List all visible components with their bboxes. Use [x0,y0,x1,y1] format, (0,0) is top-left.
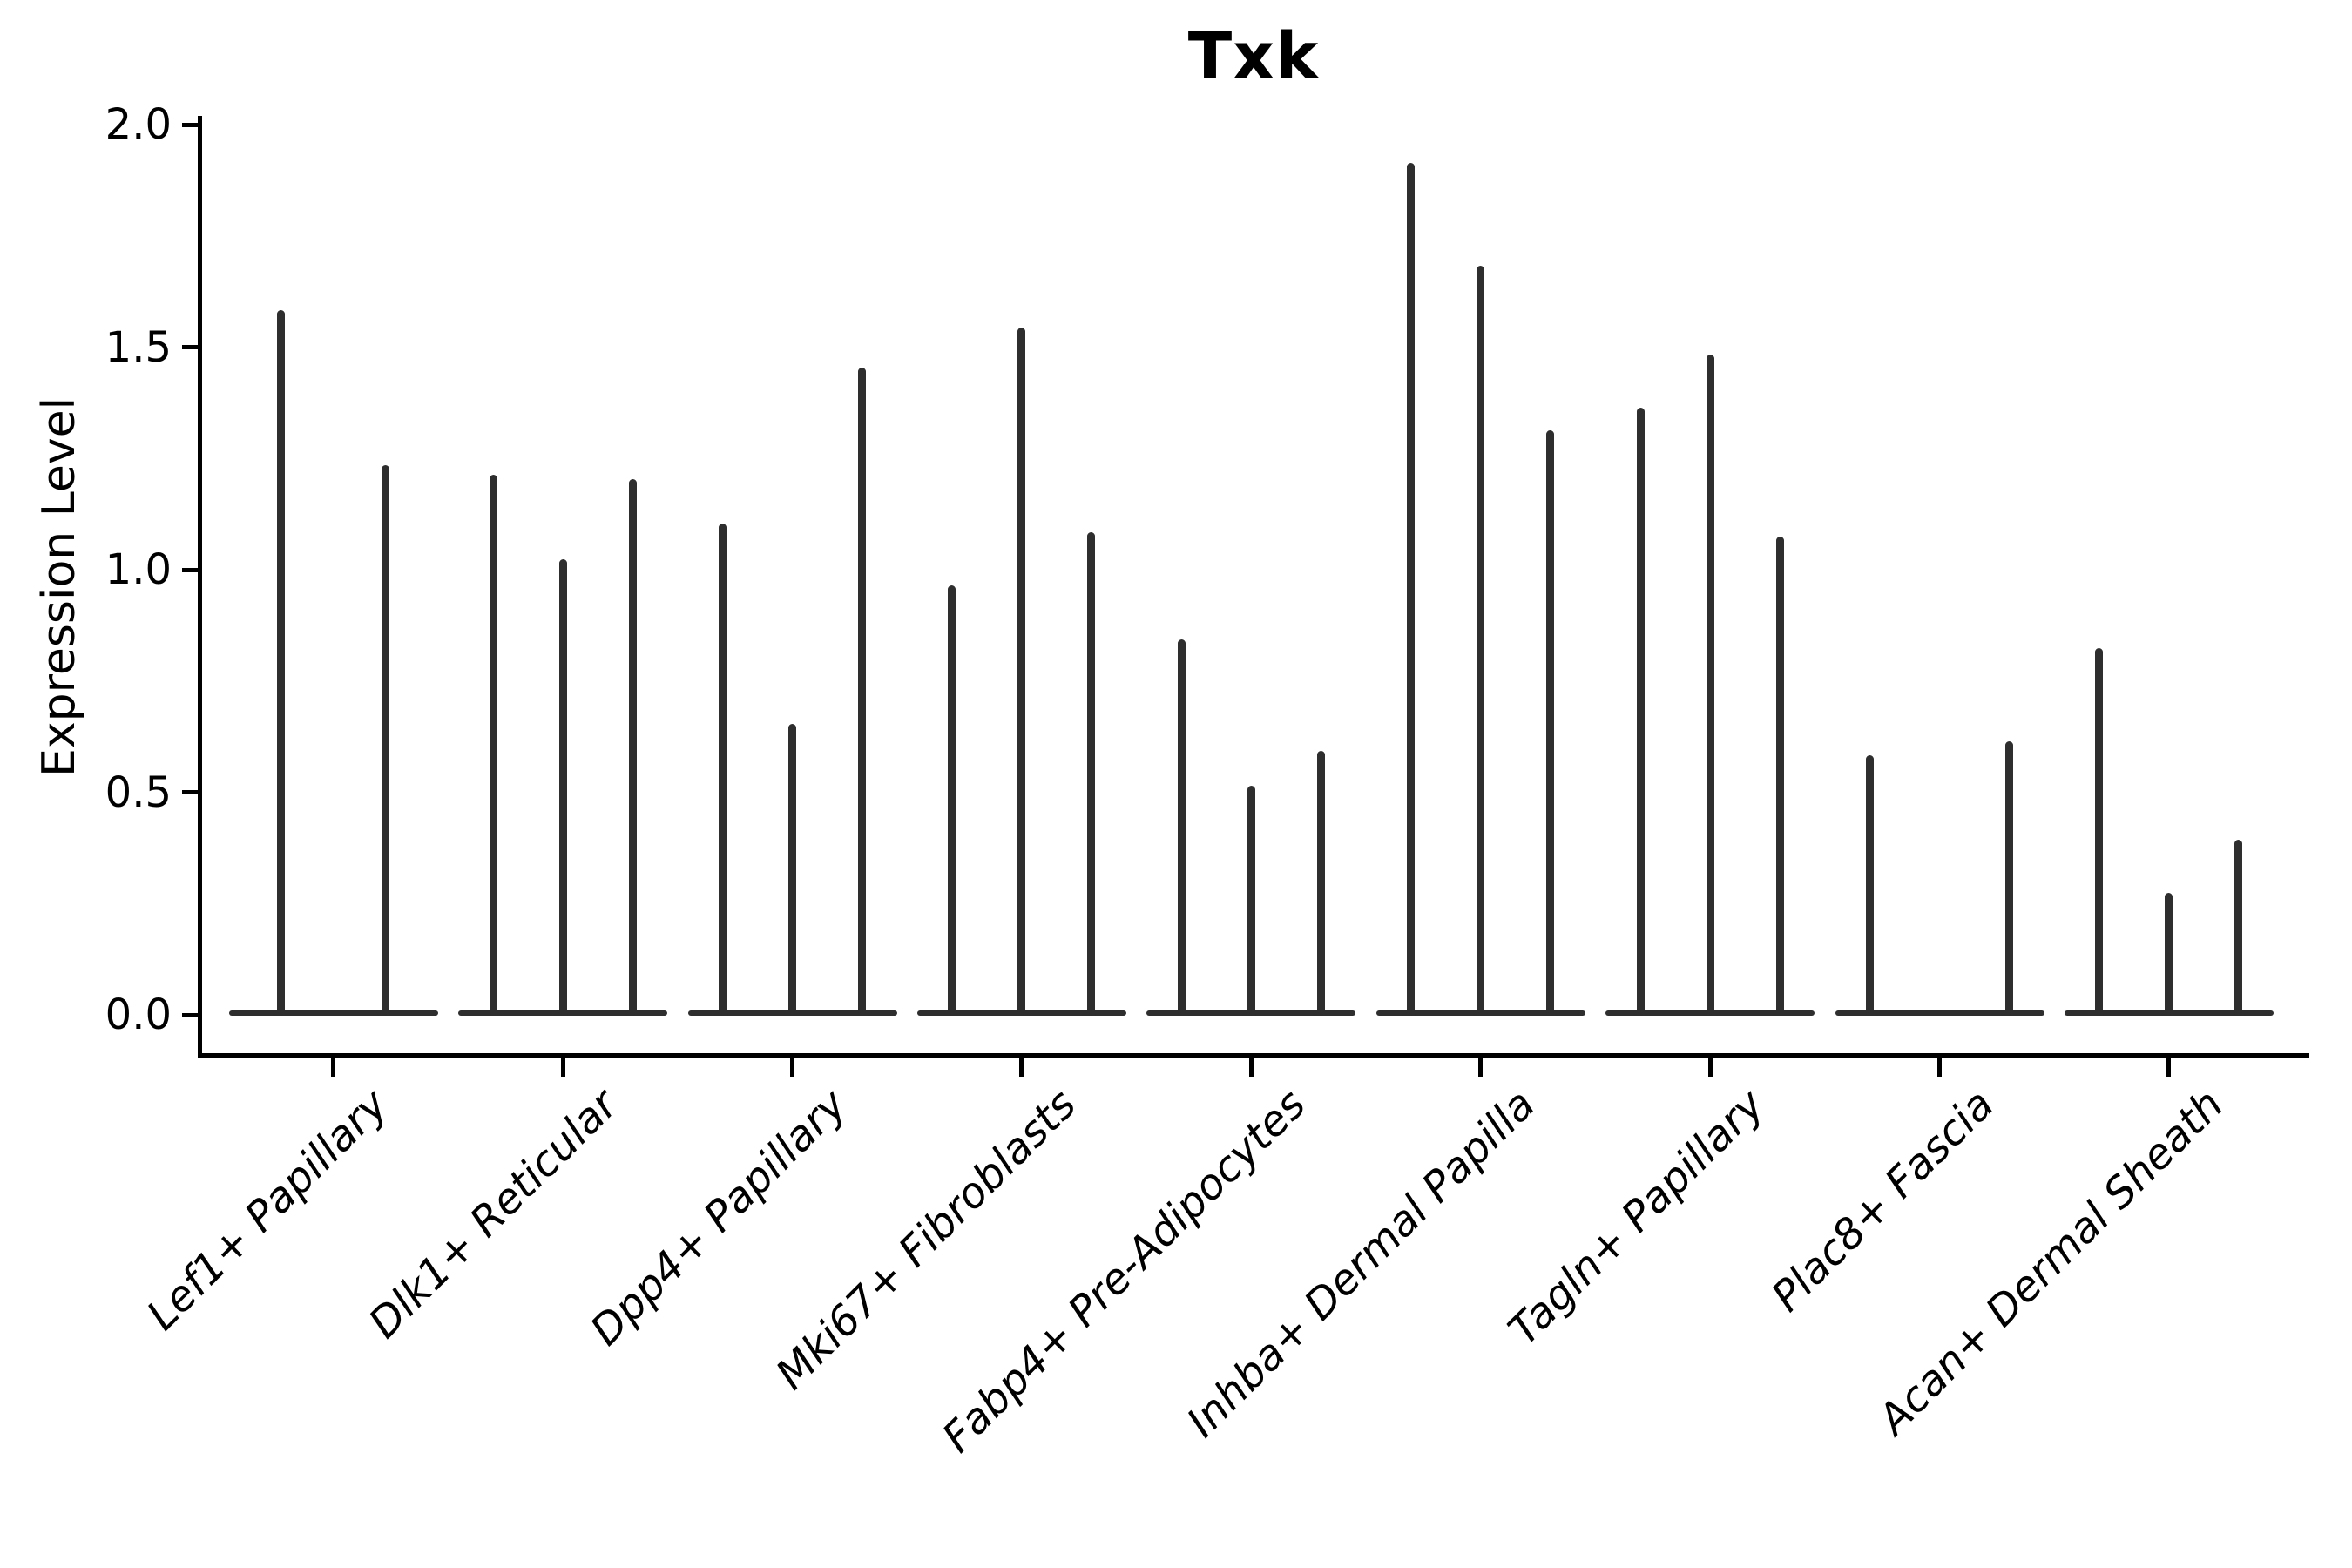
violin-spike [628,478,637,1013]
violin-spike [558,558,567,1013]
violin-spike [858,368,866,1013]
violin-spike [277,309,286,1013]
x-tick [1937,1058,1942,1077]
y-axis-spine [198,116,202,1058]
x-tick-label: Plac8+ Fascia [1762,1079,2004,1321]
y-tick-label: 1.0 [105,545,172,594]
violin-base [1375,1010,1585,1016]
y-tick-label: 0.0 [105,990,172,1039]
violin-base [2064,1010,2274,1016]
violin-spike [2165,893,2173,1013]
violin-base [1146,1010,1356,1016]
violin-base [228,1010,438,1016]
violin-spike [1706,354,1714,1013]
x-tick [1478,1058,1484,1077]
violin-base [916,1010,1126,1016]
y-tick [182,122,198,127]
x-tick-label: Dpp4+ Papillary [581,1079,856,1355]
violin-base [1835,1010,2044,1016]
x-tick-label: Lef1+ Papillary [138,1079,398,1340]
x-tick [2166,1058,2172,1077]
x-tick [1019,1058,1024,1077]
violin-spike [1546,429,1555,1013]
violin-spike [1636,408,1645,1013]
violin-spike [1775,537,1784,1013]
violin-spike [1316,750,1325,1013]
violin-spike [1247,786,1255,1013]
x-tick-label: Tagln+ Papillary [1499,1079,1774,1355]
violin-spike [2095,647,2104,1013]
x-tick [1248,1058,1254,1077]
x-tick [790,1058,794,1077]
y-tick [182,790,198,794]
x-axis-spine [198,1053,2309,1058]
violin-spike [1087,532,1096,1013]
y-tick-label: 0.5 [105,767,172,817]
violin-spike [1017,328,1026,1013]
violin-spike [948,585,956,1013]
violin-spike [2005,741,2013,1013]
violin-spike [1407,162,1416,1013]
violin-spike [1866,754,1874,1013]
y-tick [182,345,198,349]
violin-base [687,1010,897,1016]
plot-title: Txk [1187,19,1320,94]
violin-spike [719,523,727,1013]
x-tick [1707,1058,1713,1077]
violin-spike [489,474,497,1013]
y-tick-label: 2.0 [105,100,172,149]
x-tick [331,1058,336,1077]
violin-base [1605,1010,1815,1016]
violin-spike [1177,639,1186,1013]
x-tick [560,1058,565,1077]
y-tick-label: 1.5 [105,322,172,372]
violin-spike [1477,265,1485,1013]
violin-base [458,1010,668,1016]
violin-spike [788,723,796,1013]
violin-spike [382,465,390,1013]
y-tick [182,1012,198,1017]
x-tick-label: Dlk1+ Reticular [359,1079,627,1348]
y-tick [182,567,198,572]
violin-spike [2234,839,2243,1013]
